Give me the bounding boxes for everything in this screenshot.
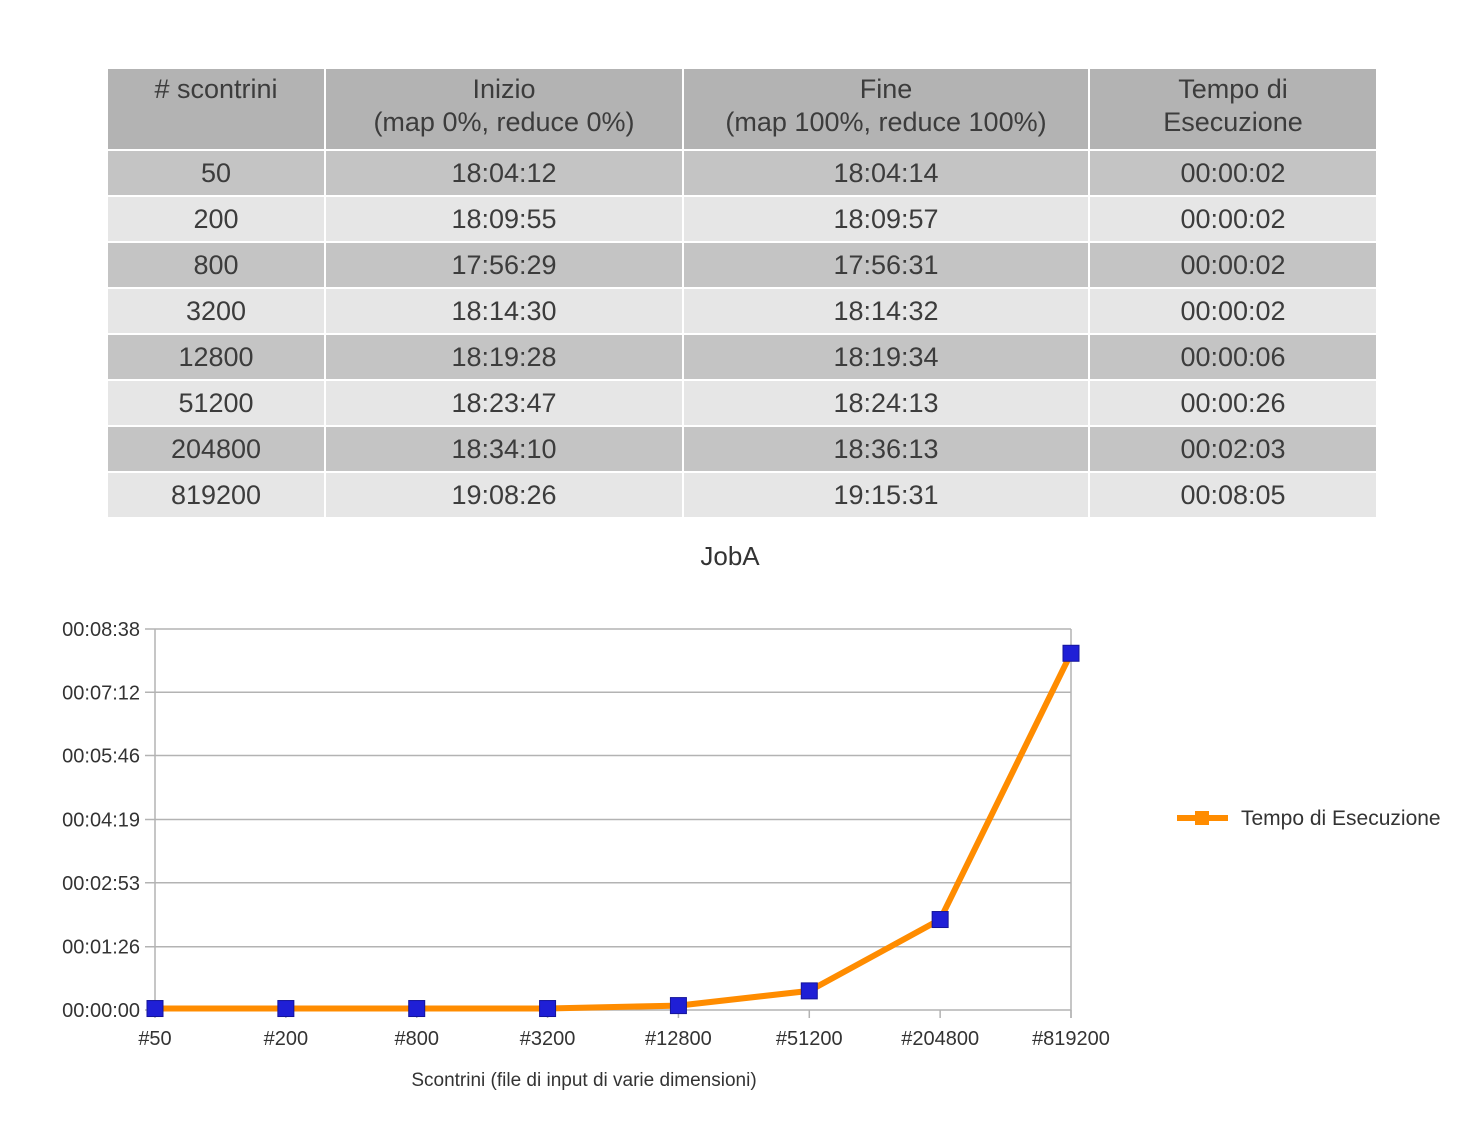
- cell-tempo: 00:02:03: [1089, 426, 1376, 473]
- header-inizio: Inizio (map 0%, reduce 0%): [325, 69, 684, 151]
- cell-scontrini: 51200: [108, 380, 326, 427]
- legend: Tempo di Esecuzione: [1177, 807, 1441, 830]
- results-table: # scontrini Inizio (map 0%, reduce 0%) F…: [108, 69, 1376, 517]
- x-tick-label: #800: [394, 1028, 439, 1050]
- table-header: # scontrini Inizio (map 0%, reduce 0%) F…: [108, 69, 1376, 151]
- x-tick-labels: #50 #200 #800 #3200 #12800 #51200 #204800 #8192…: [138, 1028, 1110, 1050]
- table-row: 12800 18:19:28 18:19:34 00:00:06: [108, 334, 1376, 381]
- cell-fine: 18:14:32: [683, 288, 1090, 335]
- cell-scontrini: 204800: [108, 426, 326, 473]
- cell-inizio: 18:14:30: [325, 288, 684, 335]
- cell-tempo: 00:00:02: [1089, 242, 1376, 289]
- data-point-marker: [539, 1000, 557, 1018]
- chart-title: JobA: [700, 541, 760, 571]
- header-tempo-sublabel: Esecuzione: [1163, 107, 1303, 137]
- table-row: 3200 18:14:30 18:14:32 00:00:02: [108, 288, 1376, 335]
- y-tick-label: 00:05:46: [62, 746, 140, 768]
- header-scontrini: # scontrini: [108, 69, 326, 151]
- cell-scontrini: 200: [108, 196, 326, 243]
- axes: [154, 629, 1072, 1018]
- cell-tempo: 00:08:05: [1089, 472, 1376, 517]
- table-row: 819200 19:08:26 19:15:31 00:08:05: [108, 472, 1376, 517]
- cell-scontrini: 800: [108, 242, 326, 289]
- line-chart: JobA 00:00:0000:01:2600:02:5300:04:1900:…: [62, 541, 1441, 1091]
- x-axis-title: Scontrini (file di input di varie dimens…: [411, 1070, 756, 1091]
- cell-fine: 18:09:57: [683, 196, 1090, 243]
- cell-fine: 17:56:31: [683, 242, 1090, 289]
- cell-scontrini: 12800: [108, 334, 326, 381]
- cell-inizio: 18:34:10: [325, 426, 684, 473]
- cell-fine: 18:36:13: [683, 426, 1090, 473]
- data-point-marker: [931, 911, 949, 929]
- cell-tempo: 00:00:02: [1089, 288, 1376, 335]
- cell-scontrini: 50: [108, 150, 326, 197]
- cell-fine: 18:24:13: [683, 380, 1090, 427]
- x-tick-label: #51200: [776, 1028, 843, 1050]
- y-tick-label: 00:04:19: [62, 810, 140, 832]
- table-row: 204800 18:34:10 18:36:13 00:02:03: [108, 426, 1376, 473]
- cell-fine: 18:04:14: [683, 150, 1090, 197]
- legend-marker-swatch: [1195, 811, 1209, 825]
- data-point-marker: [146, 1000, 164, 1018]
- x-tick-label: #3200: [520, 1028, 576, 1050]
- y-tick-label: 00:08:38: [62, 619, 140, 641]
- x-tick-label: #204800: [901, 1028, 979, 1050]
- data-point-marker: [408, 1000, 426, 1018]
- cell-scontrini: 3200: [108, 288, 326, 335]
- series-layer: [146, 644, 1080, 1018]
- cell-inizio: 17:56:29: [325, 242, 684, 289]
- y-tick-label: 00:02:53: [62, 873, 140, 895]
- y-tick-label: 00:00:00: [62, 1000, 140, 1022]
- table-body: 50 18:04:12 18:04:14 00:00:02 200 18:09:…: [108, 150, 1376, 517]
- header-inizio-label: Inizio: [472, 74, 536, 104]
- data-point-marker: [669, 997, 687, 1015]
- header-tempo-label: Tempo di: [1178, 74, 1288, 104]
- header-fine-sublabel: (map 100%, reduce 100%): [725, 107, 1047, 137]
- cell-tempo: 00:00:02: [1089, 150, 1376, 197]
- table-row: 200 18:09:55 18:09:57 00:00:02: [108, 196, 1376, 243]
- cell-fine: 18:19:34: [683, 334, 1090, 381]
- data-point-marker: [277, 1000, 295, 1018]
- x-tick-label: #819200: [1032, 1028, 1110, 1050]
- x-tick-label: #12800: [645, 1028, 712, 1050]
- data-point-marker: [800, 982, 818, 1000]
- table-row: 50 18:04:12 18:04:14 00:00:02: [108, 150, 1376, 197]
- y-tick-label: 00:01:26: [62, 937, 140, 959]
- x-tick-label: #200: [264, 1028, 309, 1050]
- header-tempo: Tempo di Esecuzione: [1089, 69, 1376, 151]
- series-line: [155, 651, 1074, 1012]
- cell-scontrini: 819200: [108, 472, 326, 517]
- cell-tempo: 00:00:26: [1089, 380, 1376, 427]
- cell-fine: 19:15:31: [683, 472, 1090, 517]
- table-row: 800 17:56:29 17:56:31 00:00:02: [108, 242, 1376, 289]
- legend-label: Tempo di Esecuzione: [1241, 807, 1441, 830]
- table-row: 51200 18:23:47 18:24:13 00:00:26: [108, 380, 1376, 427]
- x-tick-label: #50: [138, 1028, 171, 1050]
- cell-inizio: 18:04:12: [325, 150, 684, 197]
- header-fine: Fine (map 100%, reduce 100%): [683, 69, 1090, 151]
- header-row: # scontrini Inizio (map 0%, reduce 0%) F…: [108, 69, 1376, 151]
- cell-inizio: 18:19:28: [325, 334, 684, 381]
- cell-tempo: 00:00:06: [1089, 334, 1376, 381]
- y-tick-labels: 00:00:00 00:01:26 00:02:53 00:04:19 00:05:46…: [62, 619, 140, 1022]
- data-point-marker: [1062, 644, 1080, 662]
- header-fine-label: Fine: [859, 74, 913, 104]
- cell-inizio: 19:08:26: [325, 472, 684, 517]
- header-inizio-sublabel: (map 0%, reduce 0%): [373, 107, 635, 137]
- y-tick-label: 00:07:12: [62, 682, 140, 704]
- cell-tempo: 00:00:02: [1089, 196, 1376, 243]
- cell-inizio: 18:23:47: [325, 380, 684, 427]
- cell-inizio: 18:09:55: [325, 196, 684, 243]
- grid-lines: [145, 628, 1071, 1011]
- header-scontrini-label: # scontrini: [154, 74, 278, 104]
